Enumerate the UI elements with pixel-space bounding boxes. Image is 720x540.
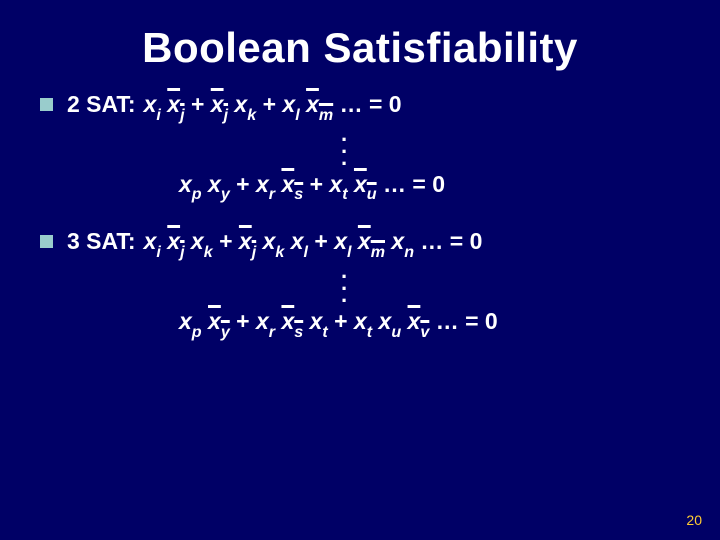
sat3-line1: 3 SAT:xi xj xk + xj xk xl + xl xm xn … =…	[67, 227, 509, 261]
sat3-block: 3 SAT:xi xj xk + xj xk xl + xl xm xn … =…	[67, 227, 509, 340]
bullet-3sat: 3 SAT:xi xj xk + xj xk xl + xl xm xn … =…	[40, 227, 680, 340]
sat2-block: 2 SAT:xi xj + xj xk + xl xm … = 0 ... xp…	[67, 90, 509, 203]
slide: Boolean Satisfiability 2 SAT:xi xj + xj …	[0, 0, 720, 540]
sat3-label: 3 SAT:	[67, 228, 136, 254]
sat2-label: 2 SAT:	[67, 91, 136, 117]
bullet-2sat: 2 SAT:xi xj + xj xk + xl xm … = 0 ... xp…	[40, 90, 680, 203]
vdots: ...	[179, 261, 509, 307]
sat2-line2: xp xy + xr xs + xt xu … = 0	[179, 170, 509, 204]
sat3-line2: xp xy + xr xs xt + xt xu xv … = 0	[179, 307, 509, 341]
page-number: 20	[686, 512, 702, 528]
vdots: ...	[179, 124, 509, 170]
slide-title: Boolean Satisfiability	[40, 24, 680, 72]
sat2-line1: 2 SAT:xi xj + xj xk + xl xm … = 0	[67, 90, 509, 124]
bullet-icon	[40, 235, 53, 248]
bullet-icon	[40, 98, 53, 111]
